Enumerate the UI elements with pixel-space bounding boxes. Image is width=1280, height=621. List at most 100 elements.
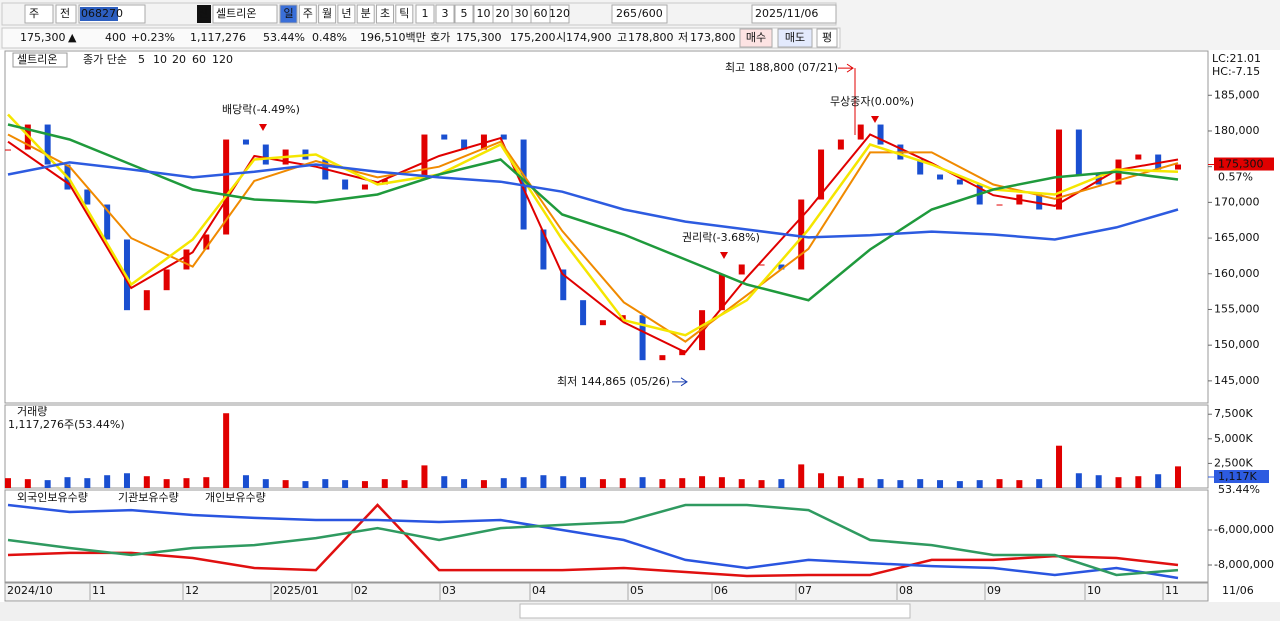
badge: 신 <box>198 7 208 20</box>
interval[interactable]: 10 <box>477 7 491 20</box>
y-tick-label: 145,000 <box>1214 374 1260 387</box>
volume-bar <box>361 481 368 488</box>
period-button[interactable] <box>279 4 298 24</box>
volume-bar <box>917 479 924 488</box>
legend-item: 60 <box>192 53 206 66</box>
interval[interactable]: 5 <box>461 7 468 20</box>
sell-label[interactable]: 매도 <box>785 31 805 44</box>
candle <box>580 300 587 326</box>
stock-name: 셀트리온 <box>216 7 256 20</box>
x-tick-label: 03 <box>442 584 456 597</box>
sell-button[interactable] <box>777 28 813 48</box>
y-tick-label: 180,000 <box>1214 124 1260 137</box>
candle <box>877 124 884 145</box>
avg-button[interactable] <box>816 28 838 48</box>
last-pct: 0.57% <box>1218 171 1253 184</box>
volume-bar <box>500 478 507 488</box>
x-tick-label: 11 <box>1165 584 1179 597</box>
x-tick-label: 10 <box>1087 584 1101 597</box>
volume-bar <box>976 480 983 488</box>
high-label: 최고 188,800 (07/21) <box>725 61 838 74</box>
date-box[interactable] <box>751 4 837 24</box>
info-price: 175,300 <box>20 31 66 44</box>
period-button[interactable] <box>337 4 356 24</box>
period[interactable]: 년 <box>341 7 351 20</box>
candle <box>203 234 210 250</box>
info-low: 173,800 <box>690 31 736 44</box>
period-button[interactable] <box>318 4 337 24</box>
candle <box>500 134 507 140</box>
series-line <box>7 503 1179 578</box>
high-arrow <box>838 63 854 73</box>
interval-button[interactable] <box>435 4 455 24</box>
volume-bar <box>1135 476 1142 488</box>
period[interactable]: 주 <box>303 7 313 20</box>
candle <box>84 189 91 205</box>
interval[interactable]: 20 <box>496 7 510 20</box>
volume-bar <box>996 479 1003 488</box>
period[interactable]: 일 <box>283 6 293 20</box>
period[interactable]: 틱 <box>399 7 409 20</box>
volume-bar <box>461 479 468 488</box>
candle <box>937 174 944 180</box>
volume-bar <box>1175 466 1181 488</box>
info-amount: 196,510백만 <box>360 31 426 44</box>
volume-bar <box>223 413 230 488</box>
period[interactable]: 월 <box>322 7 332 20</box>
volume-bar <box>44 480 51 488</box>
volume-bar <box>64 477 71 488</box>
candle <box>639 315 646 361</box>
info-row <box>1 27 841 49</box>
interval[interactable]: 120 <box>549 7 570 20</box>
buy-button[interactable] <box>739 28 773 48</box>
info-open-label: 시 <box>556 31 566 44</box>
period-button[interactable] <box>395 4 414 24</box>
candle <box>242 139 249 145</box>
candle <box>599 320 606 326</box>
interval[interactable]: 30 <box>515 7 529 20</box>
y-tick-label: 7,500K <box>1214 407 1253 420</box>
volume-bar <box>282 480 289 488</box>
last-price: 175,300 <box>1218 158 1264 171</box>
date: 2025/11/06 <box>755 7 818 20</box>
market-select[interactable] <box>24 4 54 24</box>
volume-bar <box>242 475 249 488</box>
name-box[interactable] <box>212 4 278 24</box>
candle <box>996 204 1003 206</box>
period[interactable]: 초 <box>380 7 390 20</box>
prev-button[interactable] <box>55 4 77 24</box>
candle <box>123 239 130 311</box>
x-tick-label: 07 <box>798 584 812 597</box>
interval[interactable]: 60 <box>534 7 548 20</box>
interval-button[interactable] <box>454 4 474 24</box>
y-tick-label: 160,000 <box>1214 267 1260 280</box>
interval-button[interactable] <box>549 4 570 24</box>
period[interactable]: 분 <box>361 7 371 20</box>
candle <box>758 264 765 266</box>
legend-item: 120 <box>212 53 233 66</box>
interval[interactable]: 3 <box>442 7 449 20</box>
event-label: 권리락(-3.68%) <box>682 231 760 244</box>
volume-title: 거래량 <box>17 405 47 418</box>
period-button[interactable] <box>356 4 375 24</box>
scroll-thumb[interactable] <box>519 603 911 619</box>
buy-label[interactable]: 매수 <box>746 31 766 44</box>
candle <box>778 264 785 270</box>
candle <box>1175 164 1181 170</box>
interval-button[interactable] <box>415 4 435 24</box>
period-button[interactable] <box>376 4 394 24</box>
series-line <box>7 133 1179 354</box>
event-arrow <box>871 116 879 123</box>
volume-bar <box>183 478 190 488</box>
count: 265 <box>616 7 637 20</box>
y-tick-label: 170,000 <box>1214 195 1260 208</box>
x-tick-label: 12 <box>185 584 199 597</box>
volume-bar <box>540 475 547 488</box>
interval[interactable]: 1 <box>422 7 429 20</box>
volume-bar <box>619 478 626 488</box>
info-volume-ratio: 53.44% <box>263 31 305 44</box>
event-arrow <box>720 252 728 259</box>
holding-legend: 개인보유수량 <box>205 491 266 504</box>
avg-label[interactable]: 평 <box>822 31 832 44</box>
period-button[interactable] <box>298 4 317 24</box>
